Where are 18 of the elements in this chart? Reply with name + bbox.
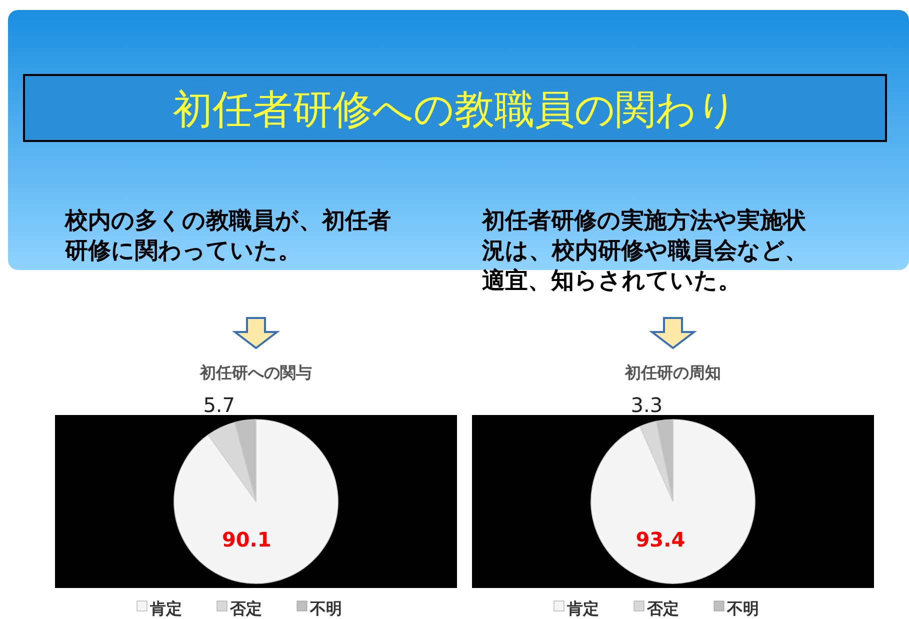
- pie-slice: [174, 419, 338, 584]
- legend-label: 否定: [229, 599, 262, 618]
- legend-label: 否定: [646, 599, 679, 618]
- text: 初任者研修への教職員の関わり: [172, 87, 738, 133]
- chart-title: 初任研への関与: [199, 363, 312, 382]
- slice-label: 肯定: [149, 599, 182, 618]
- data-label: 3.3: [630, 393, 663, 417]
- data-label: 90.1: [222, 527, 272, 552]
- pie-slice: [208, 422, 256, 502]
- chart-subtitle: 校内の多くの教職員が、初任者研修に関わっていた。: [64, 207, 391, 264]
- legend-label: 不明: [726, 599, 759, 618]
- pie-slice: [590, 419, 756, 584]
- legend-label: 不明: [309, 599, 342, 618]
- chart-subtitle: 初任者研修の実施方法や実施状況は、校内研修や職員会など、適宜、知らされていた。: [481, 207, 808, 294]
- chart-title: 初任研の周知: [624, 363, 721, 382]
- data-label: 5.7: [203, 393, 235, 417]
- data-label: 93.4: [636, 527, 686, 552]
- slice-label: 肯定: [566, 599, 599, 618]
